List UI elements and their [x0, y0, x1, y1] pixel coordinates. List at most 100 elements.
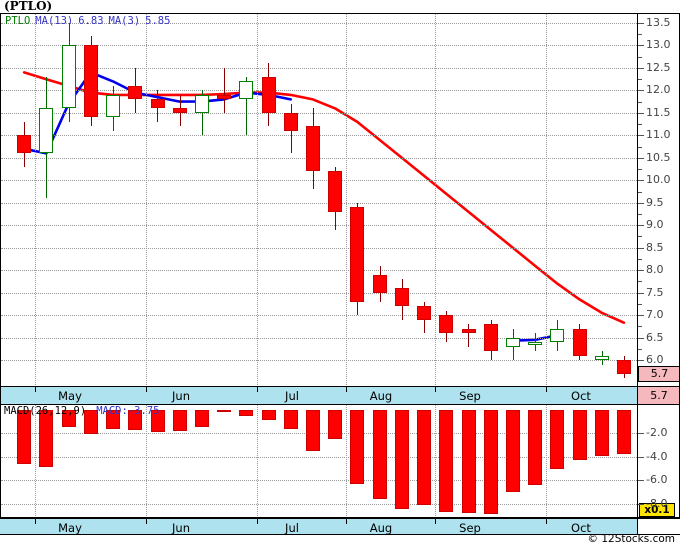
macd-histogram-bar[interactable]: [39, 409, 53, 468]
price-tick: [638, 315, 644, 317]
price-axis-current-tag: 5.7: [638, 365, 680, 382]
candle-body[interactable]: [195, 94, 209, 113]
macd-histogram-bar[interactable]: [306, 409, 320, 451]
price-gridline: [1, 225, 637, 227]
candle-body[interactable]: [395, 288, 409, 307]
price-tick: [638, 45, 644, 47]
date-gridline: [546, 14, 547, 387]
candle-body[interactable]: [173, 108, 187, 113]
legend-symbol: PTLO: [5, 15, 31, 27]
macd-tick-label: -8.0: [646, 496, 668, 510]
candle-body[interactable]: [373, 274, 387, 293]
candle-body[interactable]: [617, 360, 631, 374]
candle-body[interactable]: [573, 328, 587, 356]
date-axis-label: Aug: [369, 521, 393, 535]
candle-body[interactable]: [484, 324, 498, 352]
candle-body[interactable]: [550, 328, 564, 343]
price-gridline: [1, 202, 637, 204]
candle-body[interactable]: [462, 328, 476, 334]
macd-histogram-bar[interactable]: [84, 409, 98, 435]
macd-histogram-bar[interactable]: [328, 409, 342, 440]
legend-ma3-label: MA(3): [108, 15, 141, 27]
price-tick-label: 13.5: [646, 15, 671, 29]
candle-body[interactable]: [262, 76, 276, 113]
date-axis-label: Sep: [459, 389, 481, 403]
macd-tick: [638, 456, 644, 458]
macd-histogram-bar[interactable]: [550, 409, 564, 469]
macd-histogram-bar[interactable]: [151, 409, 165, 433]
candle-body[interactable]: [217, 94, 231, 100]
copyright-label: © 12Stocks.com: [587, 533, 676, 545]
macd-histogram-bar[interactable]: [17, 409, 31, 464]
candle-body[interactable]: [284, 112, 298, 131]
macd-tick: [638, 503, 644, 505]
candle-body[interactable]: [506, 337, 520, 347]
macd-histogram-bar[interactable]: [395, 409, 409, 509]
macd-legend: MACD(26,12,9) MACD:-3.75: [4, 405, 159, 417]
candle-body[interactable]: [528, 342, 542, 346]
price-plot-area[interactable]: PTLO MA(13) 6.83 MA(3) 5.85: [1, 14, 637, 387]
candle-body[interactable]: [328, 171, 342, 212]
price-gridline: [1, 22, 637, 24]
macd-histogram-bar[interactable]: [173, 409, 187, 431]
candle-body[interactable]: [106, 94, 120, 118]
macd-date-gridline: [146, 405, 147, 518]
date-axis-tick: [546, 387, 547, 392]
macd-histogram-bar[interactable]: [573, 409, 587, 461]
macd-histogram-bar[interactable]: [62, 409, 76, 428]
macd-plot-area[interactable]: MACD(26,12,9) MACD:-3.75: [1, 405, 637, 518]
macd-axis: x0.1 -2.0 -4.0 -6.0 -8.0: [637, 405, 680, 518]
date-axis-label: Oct: [571, 521, 591, 535]
ma13-line: [22, 71, 626, 325]
price-tick-label: 10.0: [646, 173, 671, 187]
macd-gridline: [1, 456, 637, 458]
macd-histogram-bar[interactable]: [239, 409, 253, 416]
macd-histogram-bar[interactable]: [284, 409, 298, 429]
date-gridline: [146, 14, 147, 387]
price-minor-tick: [638, 101, 642, 103]
date-axis-label: Oct: [571, 389, 591, 403]
macd-date-gridline: [346, 405, 347, 518]
candle-body[interactable]: [239, 81, 253, 100]
macd-histogram-bar[interactable]: [128, 409, 142, 430]
macd-histogram-bar[interactable]: [484, 409, 498, 515]
price-tick: [638, 112, 644, 114]
macd-date-gridline: [257, 405, 258, 518]
date-axis-tick: [346, 519, 347, 524]
macd-histogram-bar[interactable]: [195, 409, 209, 428]
candle-body[interactable]: [306, 126, 320, 172]
macd-histogram-bar[interactable]: [528, 409, 542, 486]
candle-body[interactable]: [128, 85, 142, 100]
macd-histogram-bar[interactable]: [462, 409, 476, 514]
candle-body[interactable]: [350, 207, 364, 302]
price-minor-tick: [638, 124, 642, 126]
macd-histogram-bar[interactable]: [417, 409, 431, 506]
macd-histogram-bar[interactable]: [506, 409, 520, 493]
macd-histogram-bar[interactable]: [350, 409, 364, 484]
date-axis-tick: [346, 387, 347, 392]
macd-histogram-bar[interactable]: [373, 409, 387, 500]
candle-body[interactable]: [439, 315, 453, 334]
macd-histogram-bar[interactable]: [439, 409, 453, 513]
price-tick: [638, 360, 644, 362]
macd-histogram-bar[interactable]: [262, 409, 276, 421]
candle-body[interactable]: [17, 135, 31, 154]
candle-body[interactable]: [84, 45, 98, 118]
price-tick: [638, 22, 644, 24]
price-tick-label: 8.0: [646, 263, 664, 277]
footer: © 12Stocks.com: [0, 533, 680, 546]
macd-histogram-bar[interactable]: [217, 409, 231, 413]
candle-body[interactable]: [151, 99, 165, 109]
candle-body[interactable]: [62, 45, 76, 109]
macd-histogram-bar[interactable]: [106, 409, 120, 429]
macd-histogram-bar[interactable]: [617, 409, 631, 454]
candle-body[interactable]: [595, 355, 609, 361]
candle-body[interactable]: [417, 306, 431, 320]
candle-body[interactable]: [39, 108, 53, 154]
price-minor-tick: [638, 303, 642, 305]
macd-histogram-bar[interactable]: [595, 409, 609, 456]
price-minor-tick: [638, 258, 642, 260]
price-gridline: [1, 45, 637, 47]
date-axis-tick: [257, 519, 258, 524]
